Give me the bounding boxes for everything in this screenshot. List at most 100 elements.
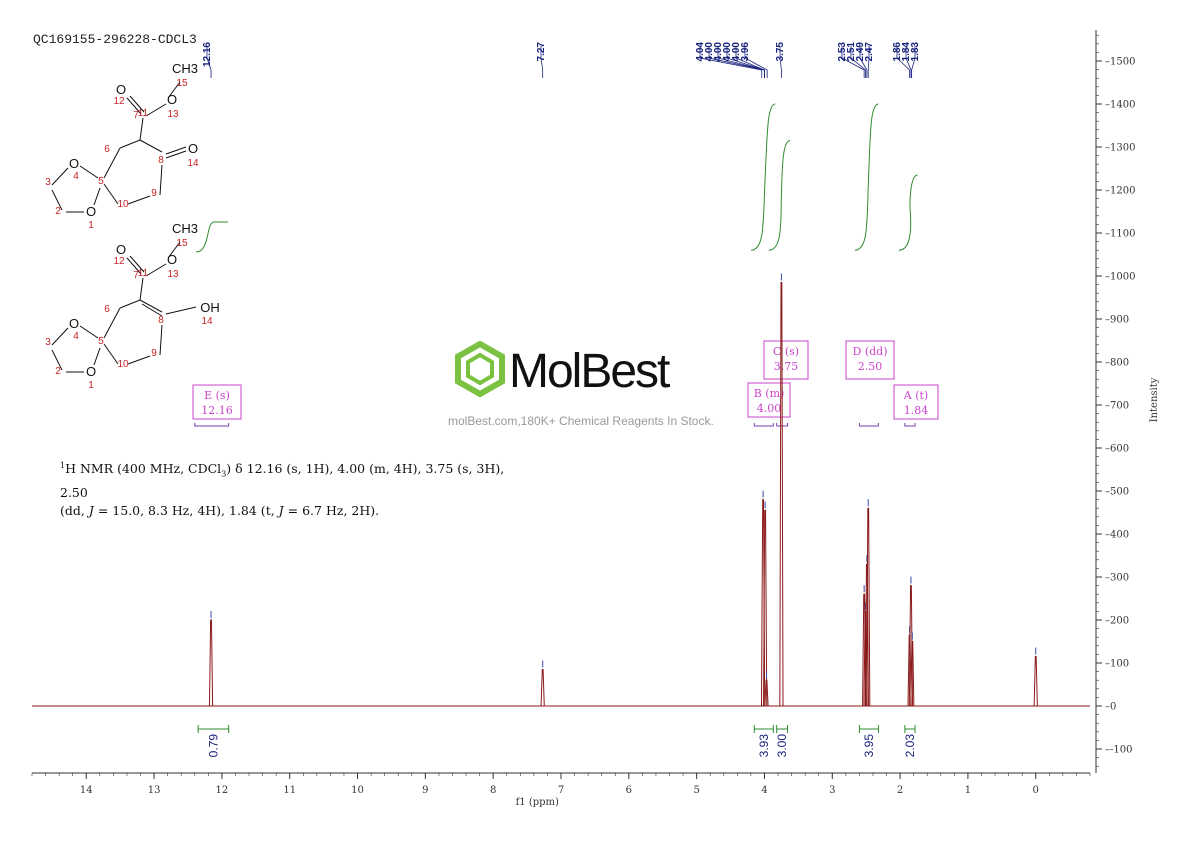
atom-number: 7 [133, 270, 139, 281]
atom-number: 2 [55, 366, 61, 377]
hydroxyl-label: OH [200, 300, 220, 315]
y-tick-label: –1400 [1105, 100, 1135, 111]
peak-labels: 12.16 7.27 4.044.004.004.004.003.96 3.75 2.5… [202, 42, 921, 78]
x-tick-label: 9 [422, 785, 428, 796]
peak-label: 3.96 [740, 42, 751, 62]
atom-number: 13 [167, 109, 179, 120]
multiplet-range [194, 423, 230, 427]
oxygen-label: O [116, 82, 126, 97]
y-tick-label: –700 [1105, 401, 1129, 412]
y-tick-label: –1300 [1105, 143, 1135, 154]
atom-number: 8 [158, 155, 164, 166]
peak-label-leader [540, 46, 544, 78]
multiplet-label: A (t) [903, 389, 928, 402]
y-tick-label: –-100 [1105, 745, 1132, 756]
bond [51, 167, 69, 186]
peak-label-leader [867, 46, 870, 78]
peak-label-leader [206, 46, 212, 78]
oxygen-label: O [69, 156, 79, 171]
integral-bracket [753, 725, 774, 733]
bond [159, 164, 163, 196]
x-axis-label: f1 (ppm) [516, 797, 559, 808]
multiplet-range [904, 423, 916, 427]
integral-value: 2.03 [903, 734, 917, 758]
nmr-description-line1: 1H NMR (400 MHz, CDCl3) δ 12.16 (s, 1H),… [60, 461, 505, 500]
peak-label-leader [850, 46, 866, 78]
atom-number: 11 [138, 108, 149, 119]
bond [79, 325, 99, 339]
atom-number: 14 [187, 158, 199, 169]
spectrum-peak [862, 593, 867, 707]
oxygen-label: O [86, 364, 96, 379]
y-tick-label: –300 [1105, 573, 1129, 584]
atom-number: 6 [104, 304, 110, 315]
nmr-description-line2: (dd, J = 15.0, 8.3 Hz, 4H), 1.84 (t, J =… [60, 502, 380, 518]
multiplet-label: C (s) [773, 345, 799, 358]
atom-number: 15 [176, 238, 188, 249]
bond [127, 355, 151, 365]
sample-title: QC169155-296228-CDCL3 [33, 32, 197, 47]
bond [145, 103, 167, 117]
peak-label-leader [911, 46, 916, 78]
multiplet-label: D (dd) [853, 345, 888, 358]
bond [129, 255, 145, 273]
bond [165, 306, 197, 315]
spectrum-peak [866, 507, 871, 707]
bond [103, 343, 119, 365]
y-tick-label: –800 [1105, 358, 1129, 369]
atom-number: 1 [88, 380, 94, 391]
x-tick-label: 10 [351, 785, 364, 796]
integral-bracket [858, 725, 879, 733]
methyl-label: CH3 [172, 221, 198, 236]
peak-label-leader [896, 46, 910, 78]
peak-label: 4.00 [731, 42, 742, 62]
peak-label-leader [905, 46, 912, 78]
x-tick-label: 3 [829, 785, 835, 796]
peak-label: 1.84 [901, 42, 912, 62]
oxygen-label: O [167, 252, 177, 267]
atom-number: 10 [117, 199, 129, 210]
integral-curve [750, 103, 776, 251]
bond [126, 97, 142, 115]
atom-number: 7 [133, 110, 139, 121]
multiplet-shift: 2.50 [858, 360, 883, 373]
y-tick-label: –100 [1105, 659, 1129, 670]
multiplet-shift: 1.84 [904, 404, 929, 417]
atom-number: 12 [113, 256, 125, 267]
y-tick-label: –0 [1105, 702, 1116, 713]
x-tick-label: 4 [761, 785, 767, 796]
peak-label: 12.16 [202, 42, 213, 67]
atom-number: 4 [73, 171, 79, 182]
bond [51, 327, 69, 346]
integral-curve [768, 140, 791, 251]
bond [93, 347, 101, 366]
atom-number: 1 [88, 220, 94, 231]
y-tick-label: –200 [1105, 616, 1129, 627]
x-tick-label: 8 [490, 785, 496, 796]
atom-number: 12 [113, 96, 125, 107]
atom-number: 3 [45, 337, 51, 348]
multiplet-boxes: E (s) 12.16 B (m) 4.00 C (s) 3.75 D (dd) 2.50 A … [192, 340, 939, 427]
oxygen-label: O [69, 316, 79, 331]
multiplet-box [192, 384, 242, 420]
atom-number: 3 [45, 177, 51, 188]
integral-curves [195, 103, 918, 253]
peak-label-leader [744, 46, 768, 78]
bond [167, 81, 181, 99]
spectrum-peak [1033, 656, 1038, 707]
oxygen-label: O [86, 204, 96, 219]
peak-label-leader [779, 46, 782, 78]
spectrum-peak [208, 619, 214, 707]
bond [165, 146, 187, 155]
y-tick-label: –1500 [1105, 57, 1135, 68]
peak-label-leader [841, 46, 865, 78]
atom-number: 15 [176, 78, 188, 89]
watermark-tagline: molBest.com,180K+ Chemical Reagents In S… [448, 414, 714, 428]
bond [79, 165, 99, 179]
bond [103, 183, 119, 205]
multiplet-shift: 4.00 [757, 402, 782, 415]
integral-value: 0.79 [206, 734, 220, 758]
bond [119, 139, 141, 149]
